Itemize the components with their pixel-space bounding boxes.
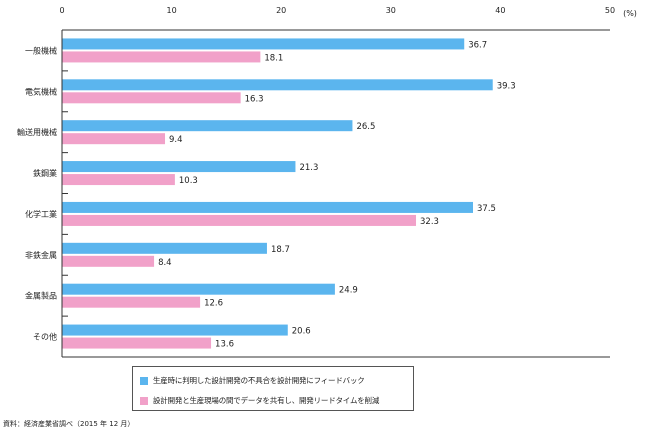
bar-chart: 0 10 20 30 40 50 36.7 18.1 39.3 16.3 26.5 9.4 21.3 1…	[17, 6, 637, 358]
legend-label-feedback: 生産時に判明した設計開発の不具合を設計開発にフィードバック	[153, 376, 365, 385]
bar-data-sharing	[62, 133, 166, 145]
category-label: 電気機械	[25, 86, 57, 96]
data-label: 18.1	[264, 53, 283, 63]
x-tick-label: 40	[495, 6, 505, 15]
x-axis-ticks: 0 10 20 30 40 50	[59, 6, 615, 15]
bar-data-sharing	[62, 174, 175, 186]
legend-item-feedback: 生産時に判明した設計開発の不具合を設計開発にフィードバック	[140, 375, 365, 386]
category-label: 一般機械	[25, 45, 57, 55]
bar-data-sharing	[62, 337, 212, 349]
bar-data-sharing	[62, 255, 155, 267]
x-tick-label: 20	[276, 6, 286, 15]
legend-swatch-blue	[140, 376, 148, 385]
category-label: 非鉄金属	[25, 250, 57, 260]
data-label: 21.3	[299, 163, 318, 173]
data-label: 24.9	[339, 286, 358, 296]
x-tick-label: 50	[605, 6, 615, 15]
bar-data-sharing	[62, 92, 241, 104]
bar-feedback	[62, 38, 465, 50]
data-label: 32.3	[420, 217, 439, 227]
legend-item-data-sharing: 設計開発と生産現場の間でデータを共有し、開発リードタイムを削減	[140, 395, 379, 406]
data-label: 39.3	[497, 81, 516, 91]
legend-swatch-pink	[140, 396, 148, 405]
data-label: 10.3	[179, 176, 198, 186]
data-label: 36.7	[468, 40, 487, 50]
data-label: 18.7	[271, 245, 290, 255]
bar-data-sharing	[62, 296, 201, 308]
legend-label-data-sharing: 設計開発と生産現場の間でデータを共有し、開発リードタイムを削減	[153, 396, 380, 405]
category-label: その他	[33, 332, 57, 342]
data-label: 20.6	[292, 327, 311, 337]
data-label: 13.6	[215, 340, 234, 350]
x-tick-label: 0	[59, 6, 64, 15]
bar-feedback	[62, 242, 267, 254]
bar-data-sharing	[62, 214, 417, 226]
legend: 生産時に判明した設計開発の不具合を設計開発にフィードバック 設計開発と生産現場の…	[132, 366, 414, 411]
category-label: 化学工業	[25, 209, 57, 219]
data-label: 26.5	[356, 122, 375, 132]
category-label: 鉄鋼業	[33, 168, 57, 178]
bar-feedback	[62, 79, 493, 91]
data-label: 9.4	[169, 135, 183, 145]
bar-feedback	[62, 201, 473, 213]
bar-feedback	[62, 324, 288, 336]
x-tick-label: 30	[386, 6, 396, 15]
bar-feedback	[62, 283, 335, 295]
category-label: 輸送用機械	[17, 127, 57, 137]
data-label: 12.6	[204, 299, 223, 309]
source-note: 資料：経済産業省調べ（2015 年 12 月）	[3, 420, 135, 428]
bar-feedback	[62, 161, 296, 173]
data-label: 8.4	[158, 258, 172, 268]
unit-label: (%)	[623, 9, 637, 18]
category-label: 金属製品	[25, 291, 57, 301]
data-label: 37.5	[477, 204, 496, 214]
x-tick-label: 10	[167, 6, 177, 15]
separator-lines	[62, 29, 610, 358]
bars: 36.7 18.1 39.3 16.3 26.5 9.4 21.3 10.3 37.5 32.3 1…	[62, 38, 516, 350]
data-label: 16.3	[245, 94, 264, 104]
bar-data-sharing	[62, 51, 261, 63]
bar-feedback	[62, 120, 353, 132]
